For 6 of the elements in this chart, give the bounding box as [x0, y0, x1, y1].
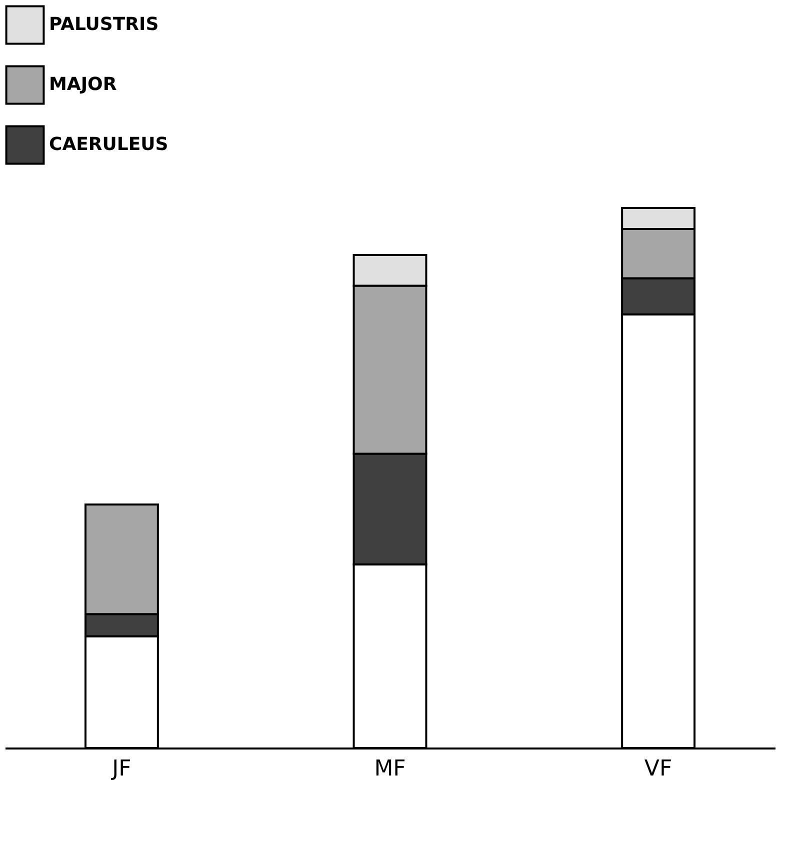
x-tick-label: JF [110, 756, 132, 782]
x-tick-label: VF [644, 756, 672, 782]
legend-label: MAJOR [49, 74, 117, 95]
legend-label: CAERULEUS [49, 134, 168, 155]
x-tick-label: MF [374, 756, 406, 782]
legend-label: PALUSTRIS [49, 14, 159, 35]
